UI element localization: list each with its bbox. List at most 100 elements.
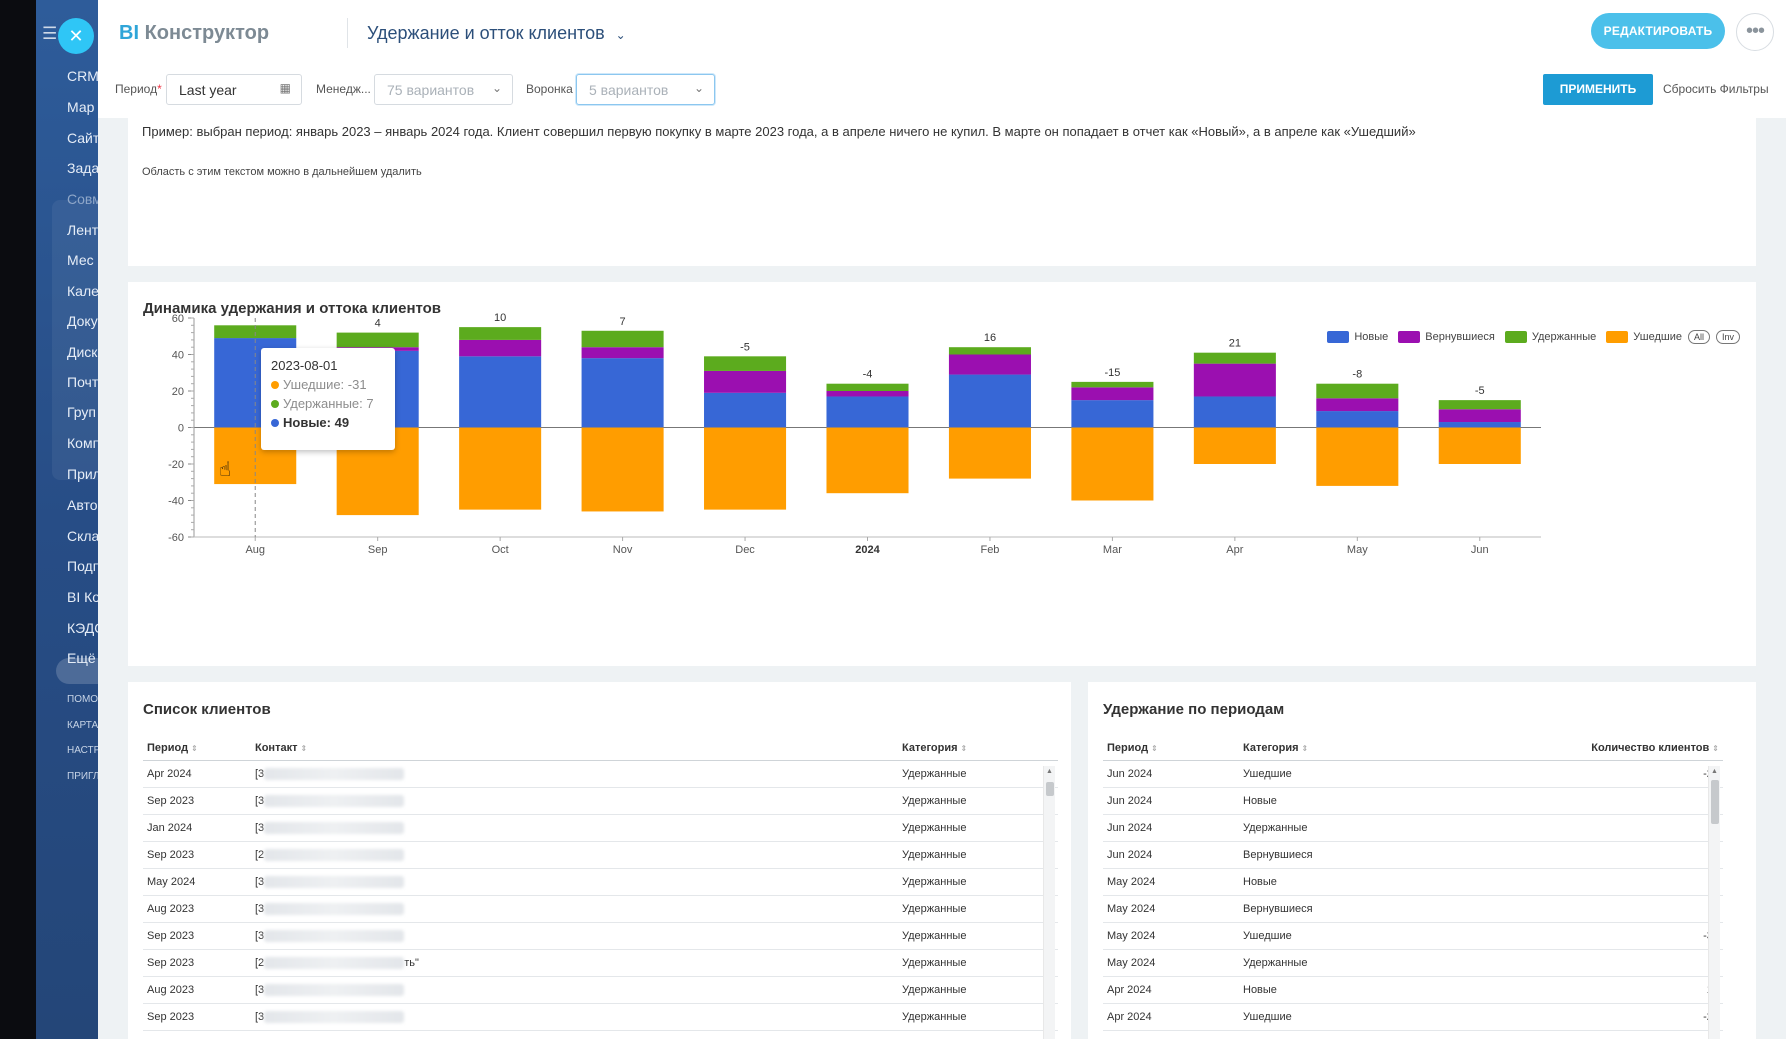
bar-segment[interactable] <box>1438 422 1521 428</box>
bar-segment[interactable] <box>1316 398 1399 412</box>
sidebar-item[interactable]: Сайт <box>67 130 98 146</box>
sidebar-item[interactable]: Груп <box>67 404 97 420</box>
app-logo[interactable]: BI Конструктор <box>119 22 269 45</box>
bar-segment[interactable] <box>1316 383 1399 399</box>
sidebar-item[interactable]: CRM <box>67 68 98 84</box>
table-row[interactable]: Sep 2023 [2 ть" Удержанные <box>143 949 1058 977</box>
bar-segment[interactable] <box>459 356 542 428</box>
column-header-period[interactable]: Период ⇕ <box>143 736 251 761</box>
bar-segment[interactable] <box>459 339 542 357</box>
bar-segment[interactable] <box>1193 352 1276 364</box>
bar-segment[interactable] <box>1193 427 1276 465</box>
bar-segment[interactable] <box>1438 409 1521 423</box>
sidebar-item[interactable]: Доку <box>67 313 98 329</box>
sidebar-item[interactable]: Кале <box>67 283 98 299</box>
sidebar-item[interactable]: Совм <box>67 191 98 207</box>
legend-item[interactable]: Ушедшие <box>1606 331 1682 343</box>
table-row[interactable]: May 2024Удержанные8 <box>1103 949 1723 977</box>
sidebar-bottom-item[interactable]: КАРТА <box>67 720 98 731</box>
bar-segment[interactable] <box>1316 427 1399 486</box>
scrollbar-thumb[interactable] <box>1046 782 1054 796</box>
legend-all-toggle[interactable]: All <box>1687 330 1710 344</box>
bar-segment[interactable] <box>1438 427 1521 465</box>
apply-button[interactable]: ПРИМЕНИТЬ <box>1543 74 1653 105</box>
column-header-contact[interactable]: Контакт ⇕ <box>251 736 898 761</box>
funnel-select[interactable]: 5 вариантов ⌄ <box>576 74 715 105</box>
bar-segment[interactable] <box>1071 400 1154 428</box>
bar-segment[interactable] <box>1193 363 1276 397</box>
table-row[interactable]: Sep 2023 [3 Удержанные <box>143 787 1058 815</box>
table-row[interactable]: Jun 2024Удержанные5 <box>1103 814 1723 842</box>
table-row[interactable]: Aug 2023 [3 Удержанные <box>143 895 1058 923</box>
sidebar-item[interactable]: Лент <box>67 222 98 238</box>
legend-invert-toggle[interactable]: Inv <box>1715 330 1740 344</box>
sidebar-bottom-item[interactable]: ПОМО <box>67 694 98 705</box>
bar-segment[interactable] <box>1438 400 1521 410</box>
sidebar-item[interactable]: Мес <box>67 252 94 268</box>
table-row[interactable]: Aug 2023 [3 Удержанные <box>143 976 1058 1004</box>
bar-segment[interactable] <box>826 383 909 391</box>
bar-segment[interactable] <box>581 358 664 428</box>
table-row[interactable]: Sep 2023 [2 Удержанные <box>143 841 1058 869</box>
close-icon[interactable]: ✕ <box>58 18 94 54</box>
chart-plot[interactable]: -60 -40 -20 0 20 40 60 Aug 4 Sep 10 Oct 7 Nov -5 Dec -4 2… <box>128 282 1756 666</box>
table-row[interactable]: May 2024 [3 Удержанные <box>143 868 1058 896</box>
sidebar-item[interactable]: Диск <box>67 344 98 360</box>
bar-segment[interactable] <box>948 354 1031 375</box>
table-row[interactable]: May 2024Новые9 <box>1103 868 1723 896</box>
column-header-period[interactable]: Период ⇕ <box>1103 736 1239 761</box>
menu-icon[interactable]: ☰ <box>42 24 58 43</box>
bar-segment[interactable] <box>826 391 909 397</box>
table-row[interactable]: Sep 2023 [3 Удержанные <box>143 922 1058 950</box>
bar-segment[interactable] <box>826 396 909 428</box>
table-row[interactable]: Jun 2024Вернувшиеся7 <box>1103 841 1723 869</box>
scroll-up-icon[interactable]: ▲ <box>1046 768 1053 775</box>
bar-segment[interactable] <box>214 325 297 339</box>
scrollbar[interactable]: ▲ <box>1708 766 1720 1039</box>
bar-segment[interactable] <box>1071 381 1154 388</box>
bar-segment[interactable] <box>1316 411 1399 428</box>
column-header-count[interactable]: Количество клиентов ⇕ <box>1489 736 1723 761</box>
table-row[interactable]: Sep 2023 [3 Удержанные <box>143 1003 1058 1031</box>
legend-item[interactable]: Вернувшиеся <box>1398 331 1495 343</box>
bar-segment[interactable] <box>581 427 664 512</box>
sidebar-item[interactable]: Почт <box>67 374 98 390</box>
bar-segment[interactable] <box>704 427 787 510</box>
bar-segment[interactable] <box>826 427 909 494</box>
more-options-icon[interactable]: ••• <box>1736 13 1774 51</box>
bar-segment[interactable] <box>459 427 542 510</box>
scrollbar[interactable]: ▲ <box>1043 766 1055 1039</box>
scrollbar-thumb[interactable] <box>1711 780 1719 824</box>
bar-segment[interactable] <box>704 356 787 371</box>
column-header-category[interactable]: Категория ⇕ <box>898 736 1058 761</box>
bar-segment[interactable] <box>948 374 1031 428</box>
period-input[interactable]: Last year ▦ <box>166 74 302 105</box>
bar-segment[interactable] <box>336 332 419 348</box>
scroll-up-icon[interactable]: ▲ <box>1711 768 1718 775</box>
sidebar-item[interactable]: Комп <box>67 435 98 451</box>
sidebar-item[interactable]: Ещё <box>67 650 96 666</box>
table-row[interactable]: Jan 2024 [3 Удержанные <box>143 814 1058 842</box>
bar-segment[interactable] <box>459 327 542 340</box>
dashboard-title[interactable]: Удержание и отток клиентов ⌄ <box>367 23 626 44</box>
sidebar-item[interactable]: Скла <box>67 528 98 544</box>
bar-segment[interactable] <box>704 370 787 393</box>
bar-segment[interactable] <box>1193 396 1276 428</box>
table-row[interactable]: Apr 2024 [3 Удержанные <box>143 760 1058 788</box>
bar-segment[interactable] <box>948 347 1031 355</box>
sidebar-item[interactable]: Авто <box>67 497 98 513</box>
sidebar-item[interactable]: Мар <box>67 99 95 115</box>
column-header-category[interactable]: Категория ⇕ <box>1239 736 1489 761</box>
legend-item[interactable]: Удержанные <box>1504 331 1596 343</box>
bar-segment[interactable] <box>704 392 787 428</box>
table-row[interactable]: May 2024Вернувшиеся8 <box>1103 895 1723 923</box>
legend-item[interactable]: Новые <box>1327 331 1388 343</box>
reset-filters-link[interactable]: Сбросить Фильтры <box>1663 82 1769 96</box>
sidebar-item[interactable]: BI Ко <box>67 589 98 605</box>
sidebar-item[interactable]: Прил <box>67 466 98 482</box>
sidebar-bottom-item[interactable]: ПРИГЛ <box>67 771 98 782</box>
table-row[interactable]: Jun 2024Новые3 <box>1103 787 1723 815</box>
